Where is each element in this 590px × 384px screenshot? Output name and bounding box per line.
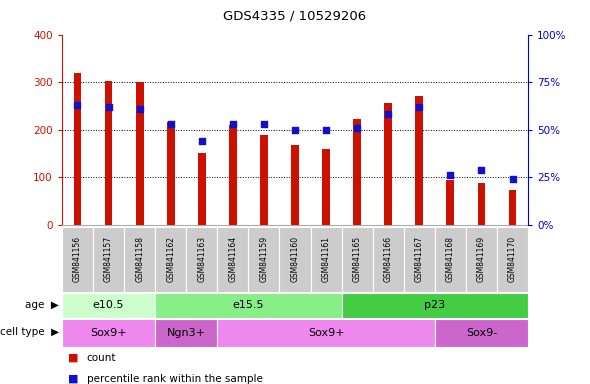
Text: p23: p23 <box>424 300 445 311</box>
Text: GSM841156: GSM841156 <box>73 236 82 282</box>
Point <box>197 138 206 144</box>
Bar <box>435 227 466 292</box>
Text: e15.5: e15.5 <box>232 300 264 311</box>
Bar <box>435 319 528 347</box>
Point <box>228 121 238 127</box>
Bar <box>384 103 392 225</box>
Text: e10.5: e10.5 <box>93 300 124 311</box>
Bar <box>342 227 373 292</box>
Text: GSM841162: GSM841162 <box>166 236 175 282</box>
Bar <box>155 319 217 347</box>
Text: GSM841160: GSM841160 <box>290 236 300 282</box>
Text: GSM841165: GSM841165 <box>353 236 362 282</box>
Point <box>415 104 424 110</box>
Point <box>508 176 517 182</box>
Point <box>445 172 455 178</box>
Bar <box>62 319 155 347</box>
Bar <box>198 153 206 225</box>
Bar <box>248 227 280 292</box>
Text: cell type  ▶: cell type ▶ <box>0 327 59 338</box>
Text: percentile rank within the sample: percentile rank within the sample <box>87 374 263 384</box>
Bar <box>497 227 528 292</box>
Bar <box>342 293 528 318</box>
Bar <box>280 227 310 292</box>
Point <box>384 111 393 118</box>
Text: Ngn3+: Ngn3+ <box>167 328 206 338</box>
Point <box>166 121 175 127</box>
Text: GSM841169: GSM841169 <box>477 236 486 282</box>
Bar <box>291 145 299 225</box>
Bar <box>353 119 361 225</box>
Point <box>322 127 331 133</box>
Text: Sox9-: Sox9- <box>466 328 497 338</box>
Bar <box>136 82 143 225</box>
Text: Sox9+: Sox9+ <box>90 328 127 338</box>
Bar <box>310 227 342 292</box>
Text: GSM841158: GSM841158 <box>135 236 144 282</box>
Text: ■: ■ <box>68 353 78 362</box>
Bar <box>62 227 93 292</box>
Text: ■: ■ <box>68 374 78 384</box>
Point <box>290 127 300 133</box>
Text: GSM841159: GSM841159 <box>260 236 268 282</box>
Bar <box>260 135 268 225</box>
Bar <box>155 227 186 292</box>
Text: GSM841167: GSM841167 <box>415 236 424 282</box>
Text: GDS4335 / 10529206: GDS4335 / 10529206 <box>224 10 366 23</box>
Text: GSM841161: GSM841161 <box>322 236 330 282</box>
Bar <box>477 183 486 225</box>
Bar <box>373 227 404 292</box>
Bar <box>322 149 330 225</box>
Text: Sox9+: Sox9+ <box>308 328 345 338</box>
Text: GSM841157: GSM841157 <box>104 236 113 282</box>
Bar <box>509 190 516 225</box>
Bar <box>167 122 175 225</box>
Bar <box>217 319 435 347</box>
Bar <box>104 81 113 225</box>
Bar <box>124 227 155 292</box>
Bar <box>229 125 237 225</box>
Point <box>104 104 113 110</box>
Bar <box>415 96 423 225</box>
Text: GSM841170: GSM841170 <box>508 236 517 282</box>
Text: GSM841166: GSM841166 <box>384 236 393 282</box>
Bar <box>155 293 342 318</box>
Point <box>352 125 362 131</box>
Bar <box>217 227 248 292</box>
Bar <box>186 227 217 292</box>
Point <box>73 102 82 108</box>
Text: GSM841164: GSM841164 <box>228 236 237 282</box>
Bar <box>447 180 454 225</box>
Point <box>135 106 145 112</box>
Bar <box>74 73 81 225</box>
Bar <box>62 293 155 318</box>
Text: age  ▶: age ▶ <box>25 300 59 310</box>
Bar <box>93 227 124 292</box>
Point <box>259 121 268 127</box>
Text: GSM841168: GSM841168 <box>446 236 455 282</box>
Text: GSM841163: GSM841163 <box>197 236 206 282</box>
Bar <box>466 227 497 292</box>
Text: count: count <box>87 353 116 362</box>
Bar <box>404 227 435 292</box>
Point <box>477 166 486 172</box>
